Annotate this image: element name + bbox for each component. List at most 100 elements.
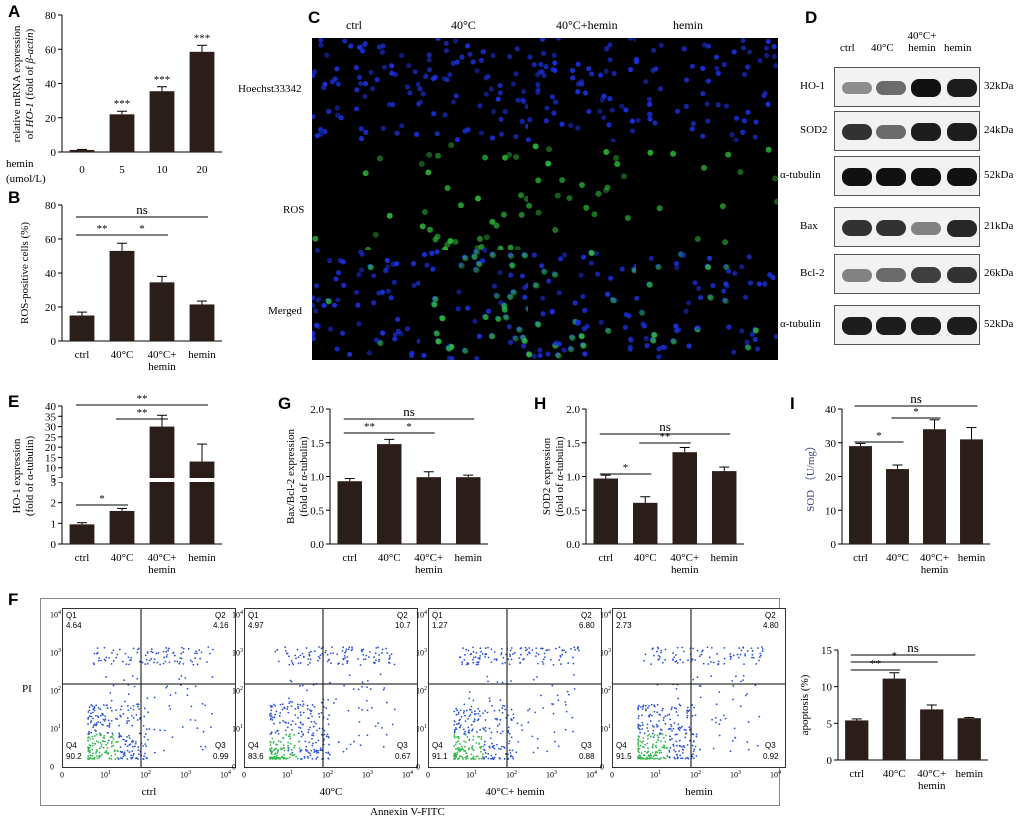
flow-event — [478, 657, 481, 659]
quadrant-name: Q2 — [765, 611, 776, 620]
flow-event — [498, 709, 501, 712]
flow-event — [508, 663, 511, 666]
flow-event — [496, 743, 498, 746]
flow-event — [479, 747, 482, 750]
flow-event — [88, 706, 91, 709]
quadrant-value: 4.16 — [213, 621, 229, 630]
nucleus — [491, 283, 498, 289]
flow-event — [128, 734, 130, 737]
nucleus — [417, 86, 423, 92]
flow-event — [686, 744, 689, 746]
flow-event — [145, 728, 148, 731]
flow-event — [737, 656, 740, 659]
flow-event — [131, 714, 133, 717]
flow-event — [301, 652, 304, 655]
flow-event — [111, 732, 114, 735]
flow-event — [656, 757, 659, 760]
ros-signal — [535, 209, 542, 216]
flow-event — [284, 650, 287, 652]
nucleus — [485, 73, 491, 80]
flow-event — [317, 739, 320, 742]
flow-event — [279, 757, 282, 760]
flow-event — [385, 733, 388, 736]
flow-event — [106, 725, 109, 727]
flow-x-tick: 102 — [140, 770, 151, 780]
nucleus — [723, 263, 729, 269]
flow-event — [208, 652, 211, 655]
x-tick-label: ctrl — [75, 552, 90, 564]
flow-event — [122, 755, 125, 758]
blot-size-label: 24kDa — [984, 124, 1014, 136]
flow-event — [136, 757, 138, 759]
flow-event — [642, 740, 645, 743]
flow-event — [171, 736, 174, 739]
flow-event — [578, 649, 580, 652]
nucleus — [723, 103, 730, 109]
flow-y-tick: 103 — [416, 648, 427, 658]
nucleus — [731, 349, 737, 355]
nucleus — [359, 267, 365, 273]
flow-event — [375, 647, 378, 649]
nucleus — [472, 318, 478, 324]
nucleus — [525, 137, 532, 143]
blot-band — [947, 123, 977, 141]
nucleus — [582, 307, 588, 313]
flow-event — [751, 653, 754, 656]
flow-event — [639, 744, 642, 747]
flow-event — [672, 652, 675, 655]
microscopy-tile — [528, 142, 636, 250]
nucleus — [313, 308, 319, 314]
flow-event — [300, 730, 303, 733]
nucleus — [519, 273, 526, 279]
flow-event — [377, 646, 379, 649]
flow-event — [369, 650, 371, 653]
flow-event — [639, 724, 642, 727]
flow-event — [88, 709, 91, 712]
ros-signal — [418, 160, 425, 167]
flow-event — [639, 740, 642, 743]
flow-event — [96, 749, 98, 752]
nucleus — [357, 44, 363, 50]
flow-event — [114, 753, 117, 756]
flow-event — [676, 744, 678, 747]
ros-signal — [518, 192, 525, 199]
flow-event — [95, 740, 98, 742]
flow-event — [305, 745, 308, 748]
flow-event — [736, 653, 739, 656]
flow-event — [458, 656, 461, 659]
flow-event — [484, 752, 487, 754]
flow-event — [272, 756, 275, 759]
flow-event — [458, 726, 461, 729]
ros-signal — [473, 267, 480, 274]
flow-event — [135, 713, 138, 716]
flow-event — [291, 701, 294, 704]
flow-event — [649, 735, 652, 738]
flow-event — [657, 647, 660, 650]
ros-signal — [482, 314, 489, 321]
ros-signal — [432, 296, 439, 303]
flow-event — [318, 727, 321, 730]
nucleus — [695, 325, 701, 331]
flow-event — [92, 711, 94, 714]
x-tick-label: 40°C — [886, 552, 909, 564]
y-tick-label: 0.5 — [310, 505, 324, 517]
nucleus — [539, 263, 545, 269]
ros-signal — [533, 282, 540, 289]
flow-event — [310, 720, 313, 723]
flow-event — [279, 712, 282, 714]
flow-event — [469, 714, 472, 716]
flow-event — [199, 745, 202, 748]
flow-event — [676, 662, 679, 664]
flow-event — [654, 745, 657, 747]
nucleus — [647, 101, 653, 107]
ros-signal — [489, 218, 496, 225]
flow-event — [325, 735, 328, 738]
blot-band — [911, 221, 941, 235]
nucleus — [549, 309, 555, 315]
nucleus — [390, 261, 396, 267]
flow-event — [664, 658, 667, 661]
flow-event — [569, 647, 572, 650]
flow-event — [168, 661, 171, 664]
nucleus — [575, 61, 581, 67]
flow-event — [714, 716, 717, 719]
